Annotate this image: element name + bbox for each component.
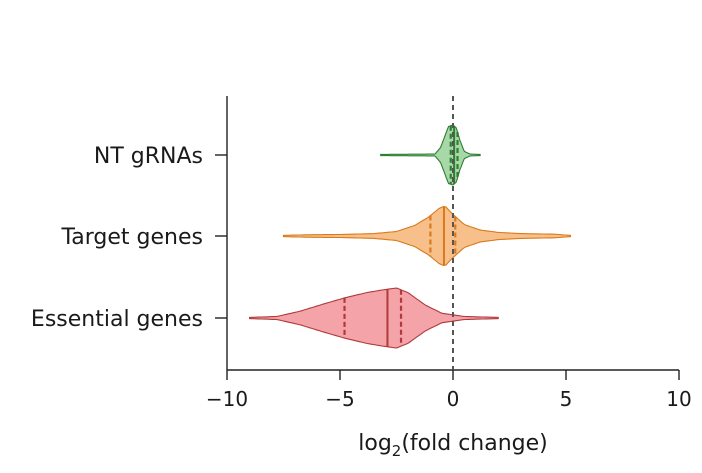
y-tick-label: NT gRNAs — [94, 144, 203, 169]
x-axis-label-rest: (fold change) — [401, 431, 547, 456]
y-tick-label: Essential genes — [31, 307, 203, 332]
y-tick-label: Target genes — [61, 225, 204, 250]
violin-nt-grnas — [380, 124, 481, 186]
violins — [249, 124, 572, 349]
violin-body — [380, 124, 481, 186]
y-ticks: NT gRNAs Target genes Essential genes — [31, 144, 227, 332]
x-tick-label: 10 — [666, 387, 691, 411]
violin-body — [249, 287, 499, 349]
x-tick-label: 0 — [447, 387, 460, 411]
x-tick-label: −10 — [206, 387, 248, 411]
x-axis-label-main: log — [358, 431, 392, 456]
x-axis-label-subscript: 2 — [392, 442, 402, 460]
x-tick-label: −5 — [325, 387, 354, 411]
x-axis-label: log2(fold change) — [358, 431, 548, 460]
violin-essential-genes — [249, 287, 499, 349]
x-tick-label: 5 — [560, 387, 573, 411]
violin-body — [282, 205, 572, 267]
x-ticks: −10 −5 0 5 10 — [206, 370, 692, 411]
x-axis: −10 −5 0 5 10 — [206, 369, 692, 411]
violin-target-genes — [282, 205, 572, 267]
